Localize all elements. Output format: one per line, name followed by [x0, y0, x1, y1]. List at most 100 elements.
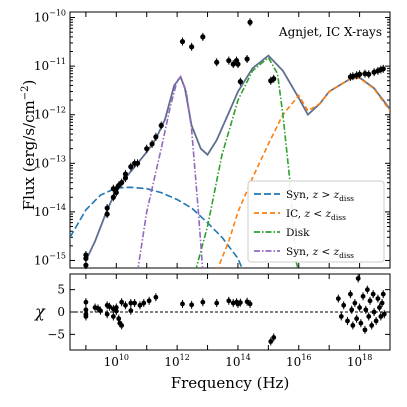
- legend-label: Disk: [286, 227, 310, 239]
- residual-x-tick-label: 1012: [164, 353, 189, 369]
- sed-y-tick-label: 10−13: [34, 154, 66, 170]
- sed-data-point: [356, 71, 363, 77]
- residual-point: [146, 298, 152, 304]
- sed-legend: Syn, z > zdiss IC, z < zdiss Disk Syn, z < …: [247, 180, 385, 263]
- sed-data-point: [200, 34, 206, 40]
- sed-data-point: [235, 61, 241, 67]
- residual-point: [214, 300, 220, 306]
- residual-point: [189, 302, 195, 308]
- sed-data-point: [226, 57, 232, 64]
- sed-data-point: [104, 205, 110, 211]
- residual-point: [83, 314, 89, 319]
- sed-data-point: [244, 56, 250, 62]
- residual-point: [200, 299, 206, 305]
- residual-point: [271, 335, 277, 340]
- residual-point: [119, 323, 125, 328]
- sed-data-point: [104, 211, 110, 217]
- residual-point: [83, 299, 89, 305]
- residual-panel: −5 0 5 1010 1012 1014 1016 1018 χ Frequency (H…: [34, 273, 391, 392]
- residual-point: [335, 296, 341, 301]
- residual-y-axis-label: χ: [34, 302, 46, 321]
- residual-point: [153, 294, 159, 300]
- residual-point: [364, 287, 370, 293]
- residual-point: [338, 314, 344, 319]
- sed-data-point: [83, 262, 89, 268]
- sed-data-point: [179, 38, 186, 45]
- sed-panel: 10−15 10−14 10−13 10−12 10−11 10−10 Agnjet, I…: [20, 9, 391, 270]
- residual-point: [377, 305, 382, 310]
- sed-annotation: Agnjet, IC X-rays: [278, 25, 382, 39]
- residual-point: [349, 307, 355, 313]
- sed-data-point: [214, 59, 220, 65]
- residual-point: [123, 302, 128, 308]
- sed-y-axis-label: Flux (erg/s/cm−2): [20, 80, 38, 211]
- residual-point: [378, 314, 384, 319]
- residual-point: [268, 339, 274, 344]
- residual-point: [104, 311, 110, 317]
- residual-point: [370, 291, 376, 297]
- sed-data-point: [230, 61, 236, 67]
- residual-point: [128, 300, 134, 306]
- residual-point: [180, 301, 185, 307]
- sed-data-point: [83, 255, 89, 262]
- residual-y-ticks: −5 0 5: [47, 283, 390, 341]
- sed-data-points: [83, 18, 386, 270]
- sed-data-point: [144, 146, 150, 152]
- sed-y-tick-label: 10−11: [34, 57, 66, 73]
- sed-y-tick-label: 10−12: [34, 106, 66, 122]
- residual-point: [132, 300, 138, 306]
- x-axis-label: Frequency (Hz): [171, 374, 290, 392]
- sed-data-point: [110, 194, 116, 200]
- sed-data-point: [158, 122, 164, 129]
- sed-y-tick-label: 10−15: [34, 251, 66, 267]
- residual-point: [141, 300, 147, 306]
- residual-y-tick-label: 0: [57, 305, 65, 319]
- series-line-syn_outer: [70, 186, 243, 268]
- legend-label: Syn, z < zdiss: [286, 246, 354, 260]
- residual-point: [352, 300, 358, 306]
- residual-y-tick-label: 5: [57, 283, 65, 297]
- sed-data-point: [134, 160, 141, 166]
- sed-y-tick-label: 10−10: [34, 9, 66, 25]
- sed-y-tick-label: 10−14: [34, 203, 66, 219]
- residual-point: [119, 299, 125, 305]
- residual-point: [367, 298, 373, 304]
- sed-data-point: [237, 79, 243, 85]
- residual-x-tick-label: 1014: [225, 353, 250, 369]
- residual-y-tick-label: −5: [47, 327, 65, 341]
- residual-x-tick-label: 1018: [347, 353, 372, 369]
- residual-point: [362, 327, 368, 333]
- residual-points: [83, 274, 387, 346]
- residual-point: [366, 314, 372, 319]
- residual-x-tick-label: 1016: [286, 353, 311, 369]
- sed-x-ticks: [85, 12, 361, 268]
- sed-data-point: [119, 180, 125, 186]
- residual-x-ticks: 1010 1012 1014 1016 1018: [85, 274, 372, 369]
- residual-point: [373, 318, 379, 324]
- residual-point: [369, 323, 375, 328]
- residual-point: [345, 318, 350, 324]
- legend-label: Syn, z > zdiss: [286, 189, 354, 203]
- residual-point: [380, 291, 386, 297]
- residual-point: [113, 308, 119, 314]
- sed-data-point: [271, 76, 277, 82]
- residual-point: [360, 293, 366, 299]
- sed-data-point: [366, 71, 372, 77]
- residual-point: [226, 298, 232, 304]
- residual-point: [107, 304, 112, 310]
- sed-data-point: [247, 19, 253, 25]
- sed-data-point: [380, 66, 386, 72]
- series-line-syn_inner: [137, 75, 204, 268]
- residual-x-tick-label: 1010: [104, 353, 129, 369]
- residual-point: [128, 308, 134, 314]
- sed-data-point: [149, 141, 155, 147]
- sed-y-ticks: 10−15 10−14 10−13 10−12 10−11 10−10: [34, 9, 390, 267]
- residual-point: [83, 307, 89, 313]
- legend-frame: [247, 180, 385, 263]
- residual-point: [237, 300, 243, 306]
- residual-point: [350, 323, 356, 328]
- sed-data-point: [122, 171, 129, 177]
- residual-point: [363, 307, 369, 313]
- residual-point: [98, 308, 103, 314]
